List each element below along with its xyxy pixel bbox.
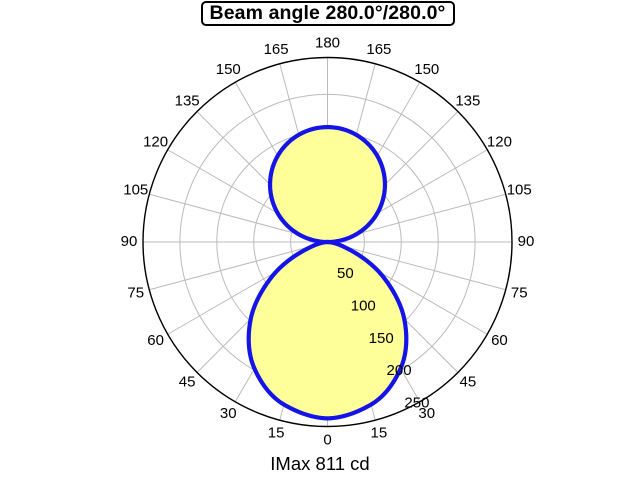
svg-text:120: 120 (143, 134, 168, 151)
svg-text:150: 150 (369, 330, 394, 347)
svg-text:45: 45 (179, 373, 196, 390)
svg-text:90: 90 (121, 233, 138, 250)
svg-text:150: 150 (216, 61, 241, 78)
svg-text:105: 105 (507, 182, 532, 199)
svg-text:135: 135 (455, 93, 480, 110)
svg-text:60: 60 (147, 332, 164, 349)
svg-text:120: 120 (487, 134, 512, 151)
svg-text:60: 60 (491, 332, 508, 349)
svg-text:90: 90 (518, 233, 535, 250)
svg-text:75: 75 (127, 284, 144, 301)
svg-text:165: 165 (264, 41, 289, 58)
svg-text:105: 105 (123, 182, 148, 199)
svg-text:180: 180 (315, 34, 340, 51)
svg-text:45: 45 (460, 373, 477, 390)
svg-text:150: 150 (414, 61, 439, 78)
svg-text:165: 165 (366, 41, 391, 58)
svg-text:200: 200 (387, 362, 412, 379)
svg-text:75: 75 (511, 284, 528, 301)
svg-text:30: 30 (220, 405, 237, 422)
svg-text:0: 0 (323, 431, 331, 448)
svg-text:250: 250 (404, 394, 429, 411)
svg-text:50: 50 (337, 265, 354, 282)
svg-text:15: 15 (268, 425, 285, 442)
svg-text:15: 15 (371, 425, 388, 442)
svg-text:100: 100 (351, 298, 376, 315)
svg-text:135: 135 (175, 93, 200, 110)
